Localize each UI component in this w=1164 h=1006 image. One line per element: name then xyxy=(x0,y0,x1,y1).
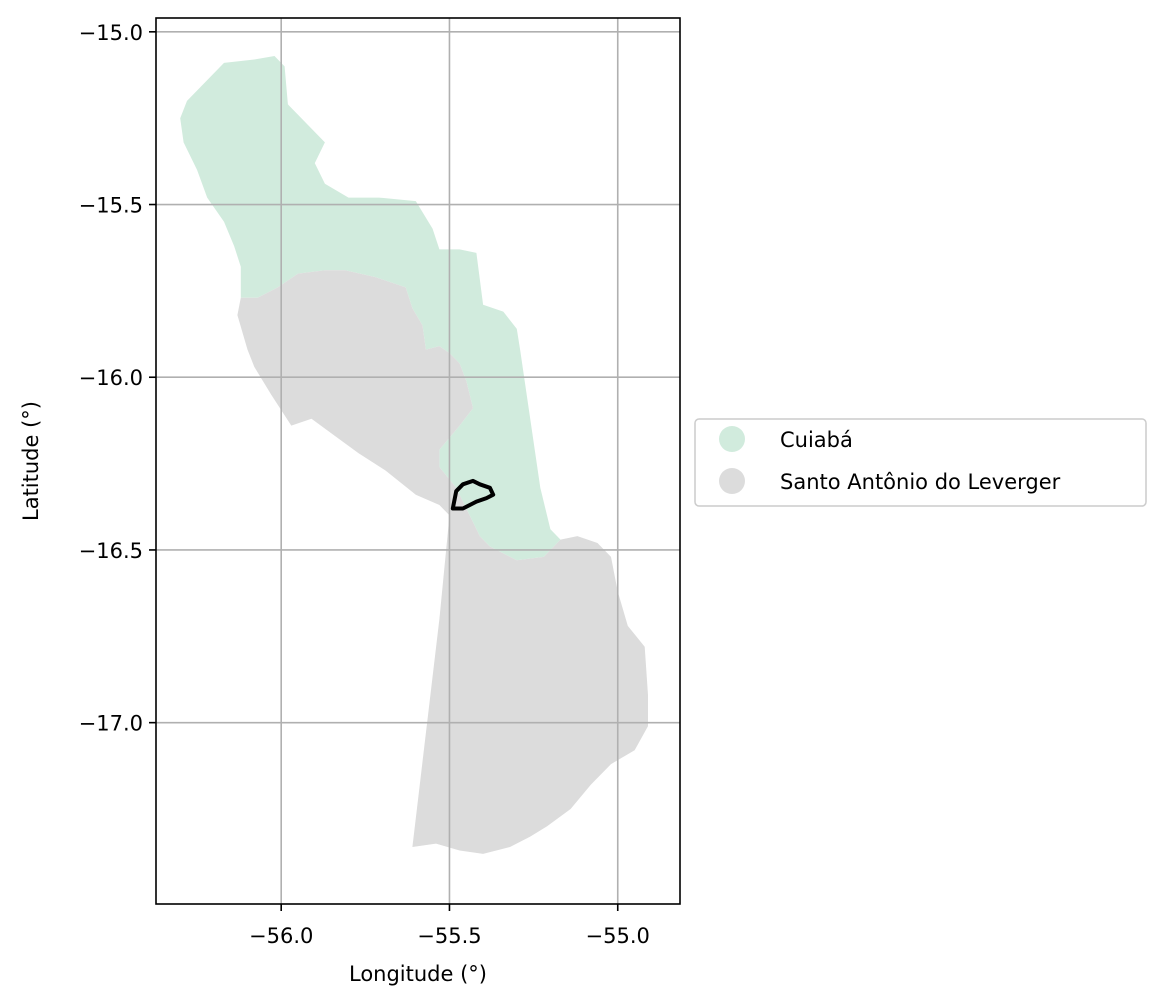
legend-box xyxy=(694,418,1147,507)
grid-layer xyxy=(156,18,680,904)
legend-label-cuiaba: Cuiabá xyxy=(780,428,853,452)
x-tick-label: −55.5 xyxy=(417,924,481,948)
y-tick-label: −16.0 xyxy=(79,366,143,390)
y-tick-label: −15.0 xyxy=(79,21,143,45)
legend: Cuiabá Santo Antônio do Leverger xyxy=(694,418,1147,507)
legend-swatch-cuiaba xyxy=(719,426,745,452)
x-axis-title: Longitude (°) xyxy=(349,962,487,986)
plot-frame xyxy=(155,17,681,905)
y-axis-title: Latitude (°) xyxy=(19,401,43,521)
x-tick-label: −56.0 xyxy=(249,924,313,948)
legend-label-santo-antonio-do-leverger: Santo Antônio do Leverger xyxy=(780,470,1061,494)
y-tick-label: −15.5 xyxy=(79,194,143,218)
x-axis: −56.0 −55.5 −55.0 xyxy=(249,904,650,948)
highlight-outline xyxy=(450,478,496,511)
y-tick-label: −16.5 xyxy=(79,539,143,563)
y-axis: −15.0 −15.5 −16.0 −16.5 −17.0 xyxy=(79,21,156,736)
legend-swatch-santo-antonio-do-leverger xyxy=(719,468,745,494)
region-santo-antonio-do-leverger xyxy=(237,270,648,854)
plot-area xyxy=(155,17,681,905)
x-tick-label: −55.0 xyxy=(586,924,650,948)
regions-layer xyxy=(180,56,648,854)
y-tick-label: −17.0 xyxy=(79,712,143,736)
region-cuiaba xyxy=(180,56,561,561)
highlight-layer xyxy=(450,478,496,511)
